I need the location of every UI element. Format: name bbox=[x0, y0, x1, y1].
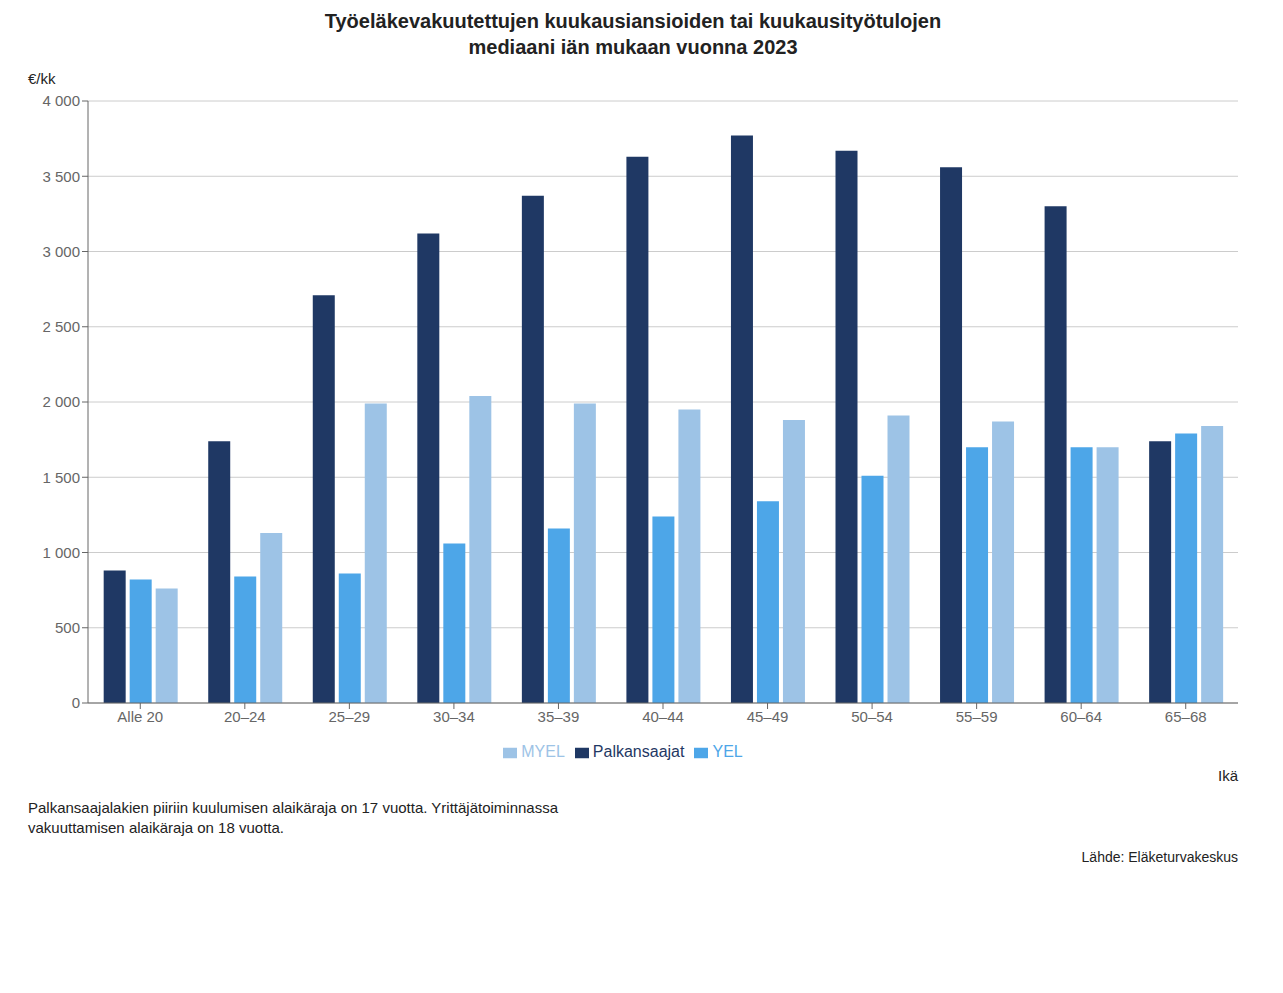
html-text:Palkansaajalakien piiriin kuul: Palkansaajalakien piiriin kuulumisen ala… bbox=[28, 799, 558, 837]
html-text:€/kk: €/kk bbox=[28, 70, 56, 87]
svg-text:35–39: 35–39 bbox=[538, 708, 580, 725]
svg-text:50–54: 50–54 bbox=[851, 708, 893, 725]
svg-text:3 500: 3 500 bbox=[42, 168, 80, 185]
html-text:Ikä: Ikä bbox=[1218, 767, 1238, 784]
svg-text:40–44: 40–44 bbox=[642, 708, 684, 725]
svg-text:25–29: 25–29 bbox=[329, 708, 371, 725]
svg-text:500: 500 bbox=[55, 619, 80, 636]
svg-text:0: 0 bbox=[72, 694, 80, 711]
html-text:YEL: YEL bbox=[712, 743, 743, 760]
html-text:MYEL: MYEL bbox=[521, 743, 565, 760]
svg-text:2 000: 2 000 bbox=[42, 393, 80, 410]
svg-text:Alle 20: Alle 20 bbox=[117, 708, 163, 725]
svg-text:45–49: 45–49 bbox=[747, 708, 789, 725]
svg-text:55–59: 55–59 bbox=[956, 708, 998, 725]
svg-text:65–68: 65–68 bbox=[1165, 708, 1207, 725]
svg-text:1 500: 1 500 bbox=[42, 469, 80, 486]
html-text:Palkansaajat: Palkansaajat bbox=[592, 743, 685, 760]
svg-text:20–24: 20–24 bbox=[224, 708, 266, 725]
svg-text:60–64: 60–64 bbox=[1060, 708, 1102, 725]
svg-text:30–34: 30–34 bbox=[433, 708, 475, 725]
svg-text:3 000: 3 000 bbox=[42, 243, 80, 260]
html-text:Lähde: Eläketurvakeskus: Lähde: Eläketurvakeskus bbox=[1081, 848, 1238, 865]
svg-text:2 500: 2 500 bbox=[42, 318, 80, 335]
html-text:Työeläkevakuutettujen kuukausi: Työeläkevakuutettujen kuukausiansioiden … bbox=[324, 10, 942, 58]
svg-text:4 000: 4 000 bbox=[42, 92, 80, 109]
svg-text:1 000: 1 000 bbox=[42, 544, 80, 561]
